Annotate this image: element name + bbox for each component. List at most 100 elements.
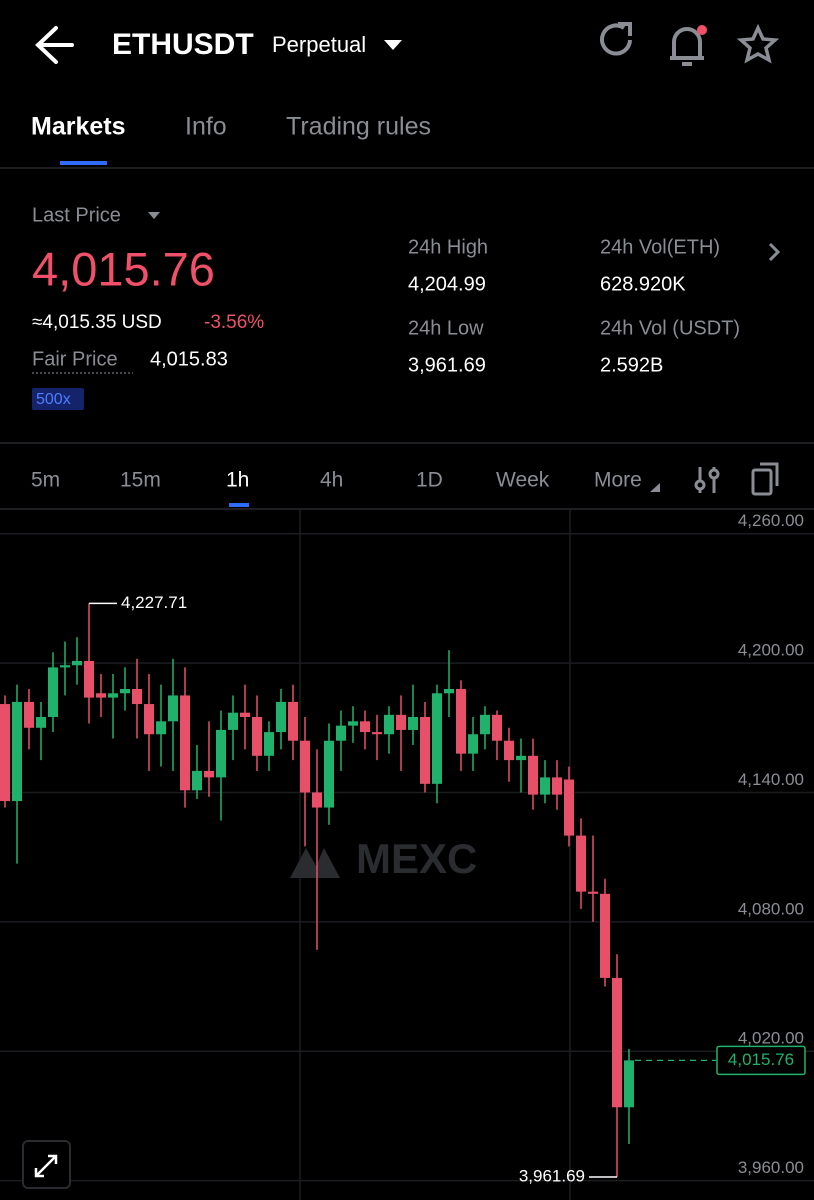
candle-body [72, 660, 82, 666]
y-tick-label: 4,260.00 [738, 511, 804, 530]
candle-body [372, 732, 382, 735]
fair-price: 4,015.83 [150, 348, 228, 370]
usd-price: ≈4,015.35 USD [32, 312, 162, 333]
candle-body [192, 770, 202, 791]
interval-tab[interactable]: Week [496, 469, 550, 492]
stat-label: 24h High [408, 236, 488, 258]
candle-body [84, 660, 94, 698]
expand-button[interactable] [22, 1140, 71, 1189]
fair-price-label[interactable]: Fair Price [32, 348, 118, 370]
candle-body [384, 714, 394, 735]
stat-value: 3,961.69 [408, 354, 486, 376]
candle-body [468, 734, 478, 754]
candle-body [576, 835, 586, 892]
stat-value: 2.592B [600, 354, 663, 376]
indicator-settings-icon[interactable] [694, 467, 720, 493]
candle-body [552, 777, 562, 795]
drawing-tools-icon[interactable] [751, 462, 779, 496]
candle-body [360, 721, 370, 733]
stats-chevron[interactable] [768, 242, 781, 262]
tab[interactable]: Markets [31, 113, 126, 141]
candle-body [348, 721, 358, 726]
y-tick-label: 3,960.00 [738, 1158, 804, 1177]
candle-body [240, 712, 250, 717]
candle-body [624, 1060, 634, 1108]
candle-body [516, 755, 526, 761]
refresh-icon[interactable] [600, 22, 632, 56]
watermark-logo [290, 848, 340, 878]
candle-body [300, 740, 310, 793]
leverage: 500x [36, 391, 71, 408]
candle-body [444, 688, 454, 694]
candle-body [168, 695, 178, 722]
interval-tab[interactable]: More [594, 469, 642, 492]
more-arrow [650, 483, 660, 492]
candle-body [504, 740, 514, 761]
candle-body [24, 701, 34, 728]
interval-tab[interactable]: 15m [120, 469, 161, 492]
candle-body [420, 717, 430, 784]
stat-label: 24h Low [408, 317, 484, 339]
alert-icon[interactable] [670, 25, 707, 66]
y-tick-label: 4,140.00 [738, 770, 804, 789]
candle-body [252, 717, 262, 756]
dropdown-arrow [148, 212, 160, 219]
stat-value: 4,204.99 [408, 273, 486, 295]
candle-body [264, 732, 274, 756]
watermark: MEXC [356, 835, 477, 882]
candle-body [48, 667, 58, 717]
candle-body [492, 714, 502, 741]
y-tick-label: 4,200.00 [738, 641, 804, 660]
candle-body [432, 693, 442, 784]
candle-body [396, 714, 406, 730]
tab[interactable]: Trading rules [286, 113, 431, 141]
back-button[interactable] [35, 26, 74, 64]
candle-body [180, 695, 190, 791]
y-tick-label: 4,080.00 [738, 899, 804, 918]
candle-body [528, 755, 538, 795]
candle-body [60, 665, 70, 668]
candle-body [228, 712, 238, 730]
high-marker-label: 4,227.71 [121, 593, 187, 612]
candle-body [540, 777, 550, 795]
price-change: -3.56% [204, 312, 264, 333]
interval-tab[interactable]: 4h [320, 469, 343, 492]
candle-body [108, 693, 118, 698]
candle-body [408, 717, 418, 730]
interval-tab[interactable]: 1D [416, 469, 443, 492]
candle-body [324, 740, 334, 808]
last-price: 4,015.76 [32, 242, 215, 295]
candle-body [96, 693, 106, 698]
candle-body [216, 729, 226, 778]
candle-body [276, 701, 286, 733]
candle-body [132, 688, 142, 705]
symbol-title: ETHUSDT [112, 28, 254, 61]
last-price-tag-label: 4,015.76 [728, 1050, 794, 1069]
tab[interactable]: Info [185, 113, 227, 141]
interval-tab[interactable]: 1h [226, 469, 249, 492]
last-price-label[interactable]: Last Price [32, 204, 121, 226]
leverage-badge [32, 388, 84, 410]
candle-body [600, 893, 610, 978]
candle-body [564, 779, 574, 836]
candle-body [12, 701, 22, 802]
favorite-icon[interactable] [736, 23, 780, 64]
candle-body [480, 714, 490, 735]
stat-label: 24h Vol(ETH) [600, 236, 720, 258]
last-price-tag [716, 1045, 806, 1076]
candle-body [144, 704, 154, 735]
tab-indicator [60, 161, 107, 165]
candle-body [456, 688, 466, 754]
interval-indicator [229, 503, 249, 507]
candle-body [336, 725, 346, 741]
candle-body [156, 721, 166, 735]
interval-tab[interactable]: 5m [31, 469, 60, 492]
dropdown-arrow[interactable] [384, 40, 402, 50]
contract-type[interactable]: Perpetual [272, 32, 366, 57]
stat-value: 628.920K [600, 273, 686, 295]
candle-body [36, 717, 46, 728]
candle-body [312, 792, 322, 808]
